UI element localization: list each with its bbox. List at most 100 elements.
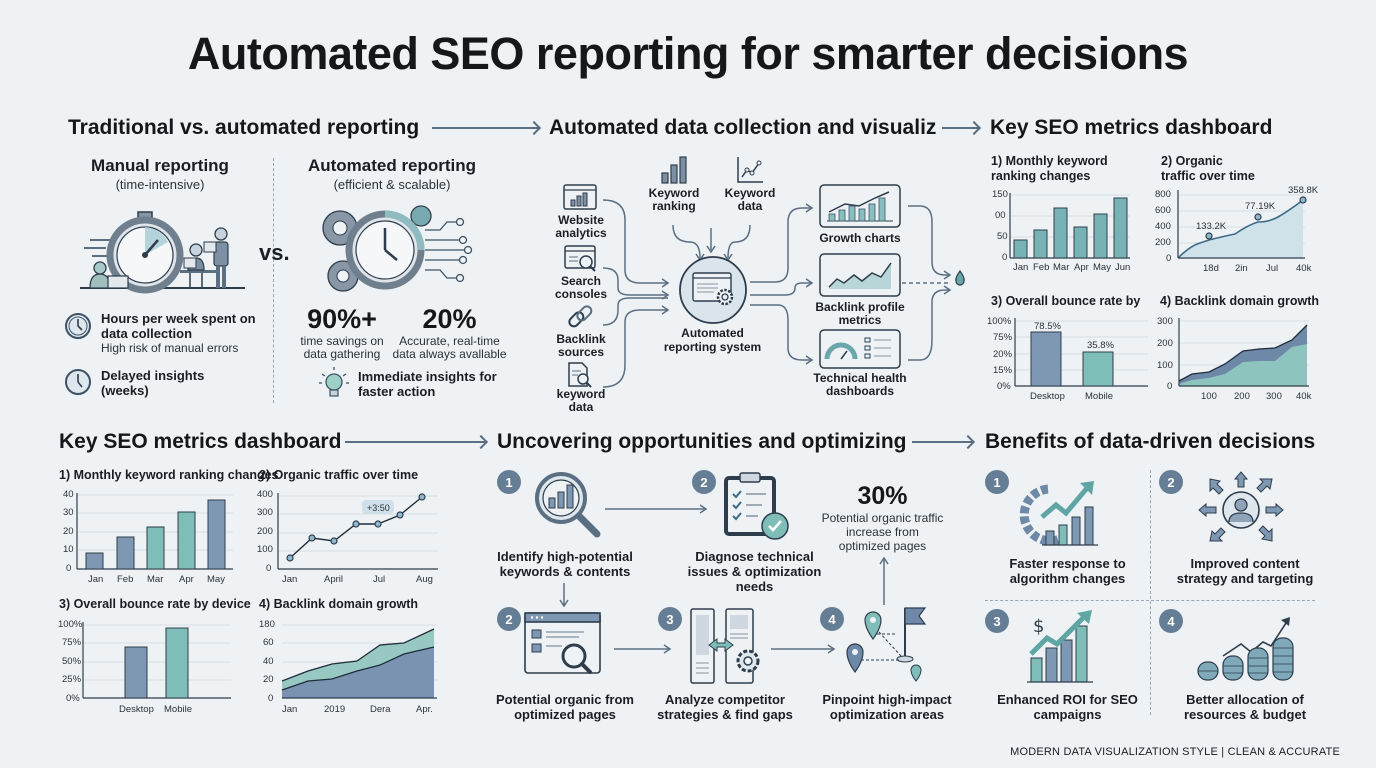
opportunities-connectors-row2 <box>614 644 836 654</box>
step-label: Diagnose technical issues & optimization… <box>687 549 822 594</box>
x-tick: May <box>207 574 225 585</box>
x-tick: Jan <box>88 574 104 585</box>
data-label: 35.8% <box>1087 340 1114 351</box>
y-tick: 0% <box>997 381 1011 392</box>
input-label-keyword-ranking: Keyword ranking <box>648 186 700 213</box>
step-label: Identify high-potential keywords & conte… <box>497 549 633 579</box>
clock-icon <box>65 369 91 395</box>
data-label: 78.5% <box>1034 321 1061 332</box>
keyword-ranking-bar-chart-bottom <box>76 493 233 570</box>
gauge-list-icon <box>819 329 901 369</box>
opportunities-connectors <box>559 504 889 608</box>
growth-chart-icon <box>819 184 901 228</box>
search-console-icon <box>564 245 596 272</box>
manual-heading: Manual reporting <box>91 156 229 175</box>
input-label-search-consoles: Search consoles <box>554 274 608 301</box>
clock-icon <box>65 313 91 339</box>
benefit-label: Improved content strategy and targeting <box>1176 556 1314 586</box>
y-tick: 40 <box>63 489 74 500</box>
clipboard-checklist-icon <box>724 472 789 540</box>
dollar-trend-bars-icon: $ <box>1027 610 1093 683</box>
y-tick: 200 <box>257 526 273 537</box>
section-title-collection: Automated data collection and visualiz <box>549 116 937 139</box>
stat-time-savings: 90%+ time savings on data gathering <box>300 304 384 361</box>
input-label-keyword-data-top: Keyword data <box>724 186 776 213</box>
y-tick: 0 <box>266 563 272 574</box>
stat-traffic-increase: 30% Potential organic traffic increase f… <box>821 482 944 553</box>
organic-traffic-area-chart <box>1177 190 1307 259</box>
y-tick: 0 <box>1002 252 1008 263</box>
benefit-badge: 1 <box>985 470 1009 494</box>
page-title: Automated SEO reporting for smarter deci… <box>187 28 1189 79</box>
x-tick: 2in <box>1235 263 1248 274</box>
x-tick: Jun <box>1115 262 1131 273</box>
x-tick: 18d <box>1203 263 1219 274</box>
x-tick: Jan <box>282 704 298 715</box>
y-tick: 20% <box>993 349 1013 360</box>
y-tick: 0 <box>1166 253 1172 264</box>
x-tick: Apr <box>1074 262 1089 273</box>
y-tick: 100% <box>987 316 1012 327</box>
y-tick: 75% <box>62 637 82 648</box>
automated-heading: Automated reporting <box>307 156 477 175</box>
bar-chart-icon <box>661 156 687 184</box>
y-tick: 300 <box>1157 316 1173 327</box>
step-badge: 3 <box>658 607 682 631</box>
x-tick: Jul <box>1266 263 1279 274</box>
y-tick: 100% <box>58 619 83 630</box>
step-badge: 1 <box>497 470 521 494</box>
insight-text: Immediate insights for faster action <box>358 369 497 399</box>
y-tick: 30 <box>63 507 74 518</box>
x-tick: 2019 <box>324 704 346 715</box>
chart-title: 2) Organic traffic over time <box>1161 154 1255 183</box>
y-tick: 0% <box>66 693 80 704</box>
output-label-growth-charts: Growth charts <box>819 231 901 245</box>
x-tick: Desktop <box>1030 391 1065 402</box>
y-tick: 400 <box>1155 221 1171 232</box>
y-tick: 800 <box>1155 189 1171 200</box>
step-label: Potential organic from optimized pages <box>496 692 634 722</box>
bounce-rate-bar-chart <box>1014 318 1148 387</box>
x-tick: 300 <box>1266 391 1282 402</box>
svg-text:$: $ <box>1033 616 1044 637</box>
x-tick: Jan <box>282 574 298 585</box>
y-tick: 50 <box>997 231 1008 242</box>
y-tick: 200 <box>1155 237 1171 248</box>
stat-accuracy: 20% Accurate, real-time data always aval… <box>392 304 507 361</box>
x-tick: Jul <box>373 574 386 585</box>
backlink-growth-area-chart-bottom <box>281 624 437 699</box>
y-tick: 0 <box>268 693 274 704</box>
chart-title: 4) Backlink domain growth <box>1160 294 1320 308</box>
benefit-badge: 3 <box>985 609 1009 633</box>
x-tick: Mobile <box>164 704 192 715</box>
benefit-badge: 2 <box>1159 470 1183 494</box>
x-tick: 40k <box>1296 391 1312 402</box>
x-tick: Mar <box>1053 262 1070 273</box>
y-tick: 60 <box>263 637 274 648</box>
x-tick: Apr <box>179 574 194 585</box>
divider <box>273 158 274 403</box>
x-tick: May <box>1093 262 1111 273</box>
y-tick: 100 <box>257 544 273 555</box>
y-tick: 25% <box>62 674 82 685</box>
output-label-technical-health: Technical health dashboards <box>813 371 907 398</box>
data-label: 77.19K <box>1245 201 1276 212</box>
compare-pages-gear-icon <box>690 608 760 684</box>
benefit-label: Better allocation of resources & budget <box>1183 692 1307 722</box>
x-tick: Desktop <box>119 704 154 715</box>
benefit-label: Faster response to algorithm changes <box>1009 556 1126 586</box>
x-tick: Feb <box>117 574 134 585</box>
y-tick: 50% <box>62 656 82 667</box>
x-tick: Jan <box>1013 262 1029 273</box>
section-title-traditional: Traditional vs. automated reporting <box>68 116 420 139</box>
chart-title: 4) Backlink domain growth <box>259 597 419 611</box>
magnifier-bar-chart-icon <box>535 472 601 538</box>
browser-gear-icon <box>679 256 747 324</box>
backlink-growth-area-chart <box>1178 318 1309 387</box>
y-tick: 100 <box>1157 360 1173 371</box>
x-tick: Mar <box>147 574 164 585</box>
y-tick: 20 <box>63 526 74 537</box>
browser-magnifier-icon <box>524 612 601 674</box>
stopwatch-with-workers-icon <box>80 211 245 294</box>
benefit-label: Enhanced ROI for SEO campaigns <box>997 692 1138 722</box>
